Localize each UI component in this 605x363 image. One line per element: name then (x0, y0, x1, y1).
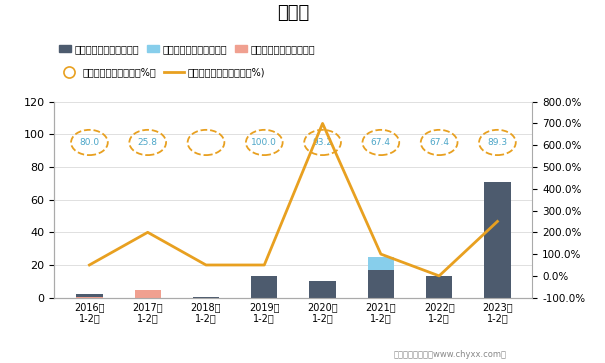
Text: 93.2: 93.2 (313, 138, 333, 147)
Bar (134, 294, 161, 298)
Bar (485, 182, 511, 298)
Text: 89.3: 89.3 (488, 138, 508, 147)
Legend: 公路建设占投资比重（%）, 固定资产投资实绩增速（%): 公路建设占投资比重（%）, 固定资产投资实绩增速（%) (59, 67, 265, 77)
Text: 67.4: 67.4 (429, 138, 449, 147)
Bar (193, 297, 219, 298)
Text: 100.0: 100.0 (251, 138, 277, 147)
Text: 制图：智研咨询（www.chyxx.com）: 制图：智研咨询（www.chyxx.com） (393, 350, 506, 359)
Bar (251, 276, 278, 277)
Bar (76, 294, 102, 298)
Text: 67.4: 67.4 (371, 138, 391, 147)
Text: 80.0: 80.0 (79, 138, 99, 147)
Bar (309, 281, 336, 298)
Bar (368, 270, 394, 298)
Text: 25.8: 25.8 (138, 138, 158, 147)
Bar (134, 290, 161, 298)
Title: 2016-2023年河北省公路水路交通固定资产投资完成情况
统计图: 2016-2023年河北省公路水路交通固定资产投资完成情况 统计图 (132, 0, 455, 22)
Bar (76, 297, 102, 298)
Bar (426, 277, 453, 298)
Bar (368, 257, 394, 270)
Bar (251, 277, 278, 298)
